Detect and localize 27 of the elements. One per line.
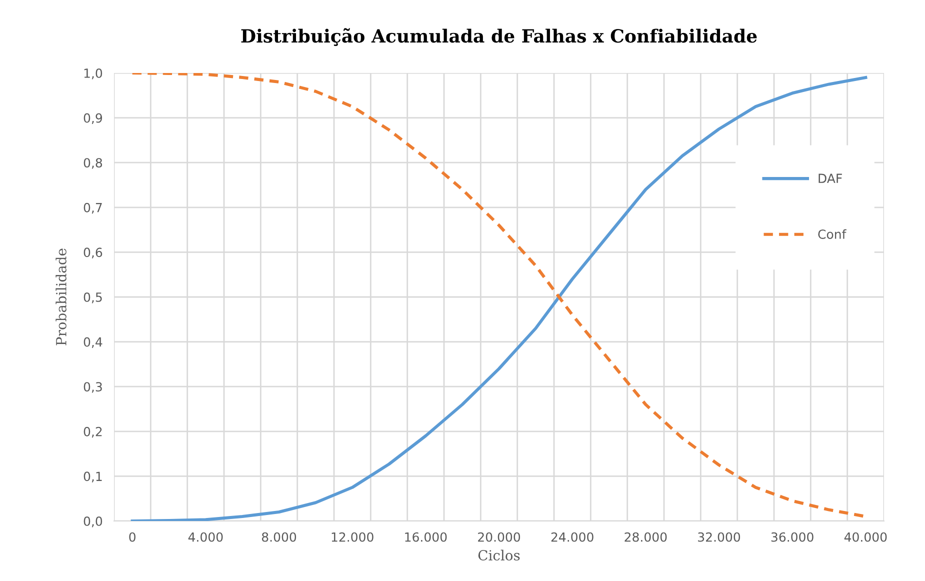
y-tick-label: 0,1 [84, 472, 102, 482]
y-tick-label: 1,0 [84, 68, 102, 80]
y-tick-label: 0,5 [84, 292, 102, 304]
x-tick-label: 28.000 [624, 532, 667, 542]
x-tick-label: 12.000 [332, 532, 374, 542]
x-tick-label: 32.000 [698, 532, 740, 542]
x-tick-label: 4.000 [188, 532, 223, 542]
y-axis-title: Probabilidade [56, 248, 66, 346]
x-tick-label: 20.000 [478, 532, 520, 542]
y-tick-label: 0,8 [84, 158, 102, 169]
y-tick-label: 0,4 [84, 337, 102, 348]
x-tick-label: 0 [129, 532, 136, 542]
x-axis-title: Ciclos [478, 550, 520, 561]
y-tick-label: 0,0 [84, 516, 102, 528]
x-tick-label: 16.000 [405, 532, 447, 542]
y-tick-label: 0,3 [84, 382, 102, 393]
legend-label: DAF [818, 174, 842, 183]
x-tick-label: 40.000 [844, 532, 887, 542]
y-tick-label: 0,2 [84, 426, 102, 438]
x-tick-label: 24.000 [551, 532, 594, 542]
x-tick-label: 36.000 [771, 532, 814, 542]
y-tick-label: 0,9 [84, 113, 102, 124]
legend-label: Conf [818, 229, 846, 239]
y-tick-label: 0,7 [84, 202, 102, 214]
x-tick-label: 8.000 [262, 532, 296, 542]
chart-title: Distribuição Acumulada de Falhas x Confiabilidade [241, 28, 757, 46]
y-tick-label: 0,6 [84, 248, 102, 258]
